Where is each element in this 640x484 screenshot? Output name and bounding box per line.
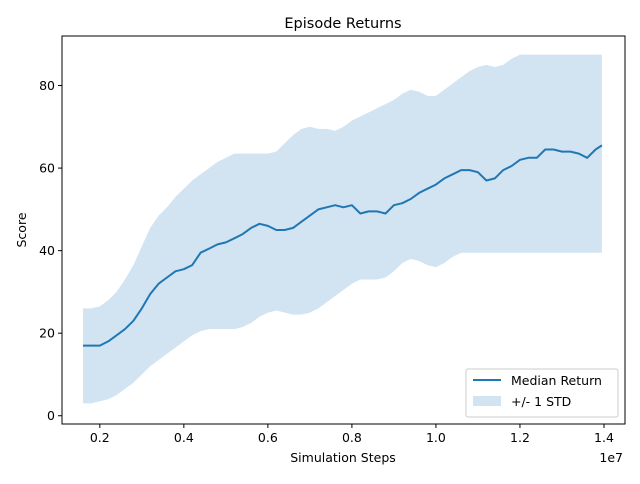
x-tick-label: 0.2 bbox=[90, 430, 110, 445]
x-tick-label: 1.0 bbox=[426, 430, 446, 445]
x-axis: 0.2 0.4 0.6 0.8 1.0 1.2 1.4 bbox=[90, 424, 614, 445]
x-tick-label: 0.6 bbox=[258, 430, 278, 445]
y-tick-label: 0 bbox=[47, 408, 55, 423]
y-axis-label: Score bbox=[14, 212, 29, 247]
median-line bbox=[83, 144, 603, 347]
legend: Median Return +/- 1 STD bbox=[465, 368, 619, 418]
legend-label-median: Median Return bbox=[511, 373, 602, 388]
y-axis: 0 20 40 60 80 bbox=[39, 78, 62, 423]
std-band bbox=[83, 54, 602, 404]
chart-title: Episode Returns bbox=[284, 16, 401, 32]
plot-area bbox=[83, 54, 603, 404]
x-tick-label: 1.2 bbox=[510, 430, 530, 445]
y-tick-label: 20 bbox=[39, 326, 55, 341]
legend-band-swatch bbox=[473, 396, 501, 406]
x-tick-label: 0.4 bbox=[174, 430, 194, 445]
y-tick-label: 80 bbox=[39, 78, 55, 93]
x-axis-offset: 1e7 bbox=[599, 450, 623, 465]
x-axis-label: Simulation Steps bbox=[290, 450, 396, 465]
y-tick-label: 40 bbox=[39, 243, 55, 258]
plot-frame bbox=[61, 35, 626, 425]
legend-label-std: +/- 1 STD bbox=[511, 394, 571, 409]
x-tick-label: 1.4 bbox=[594, 430, 614, 445]
y-tick-label: 60 bbox=[39, 161, 55, 176]
x-tick-label: 0.8 bbox=[342, 430, 362, 445]
legend-box bbox=[465, 368, 619, 418]
